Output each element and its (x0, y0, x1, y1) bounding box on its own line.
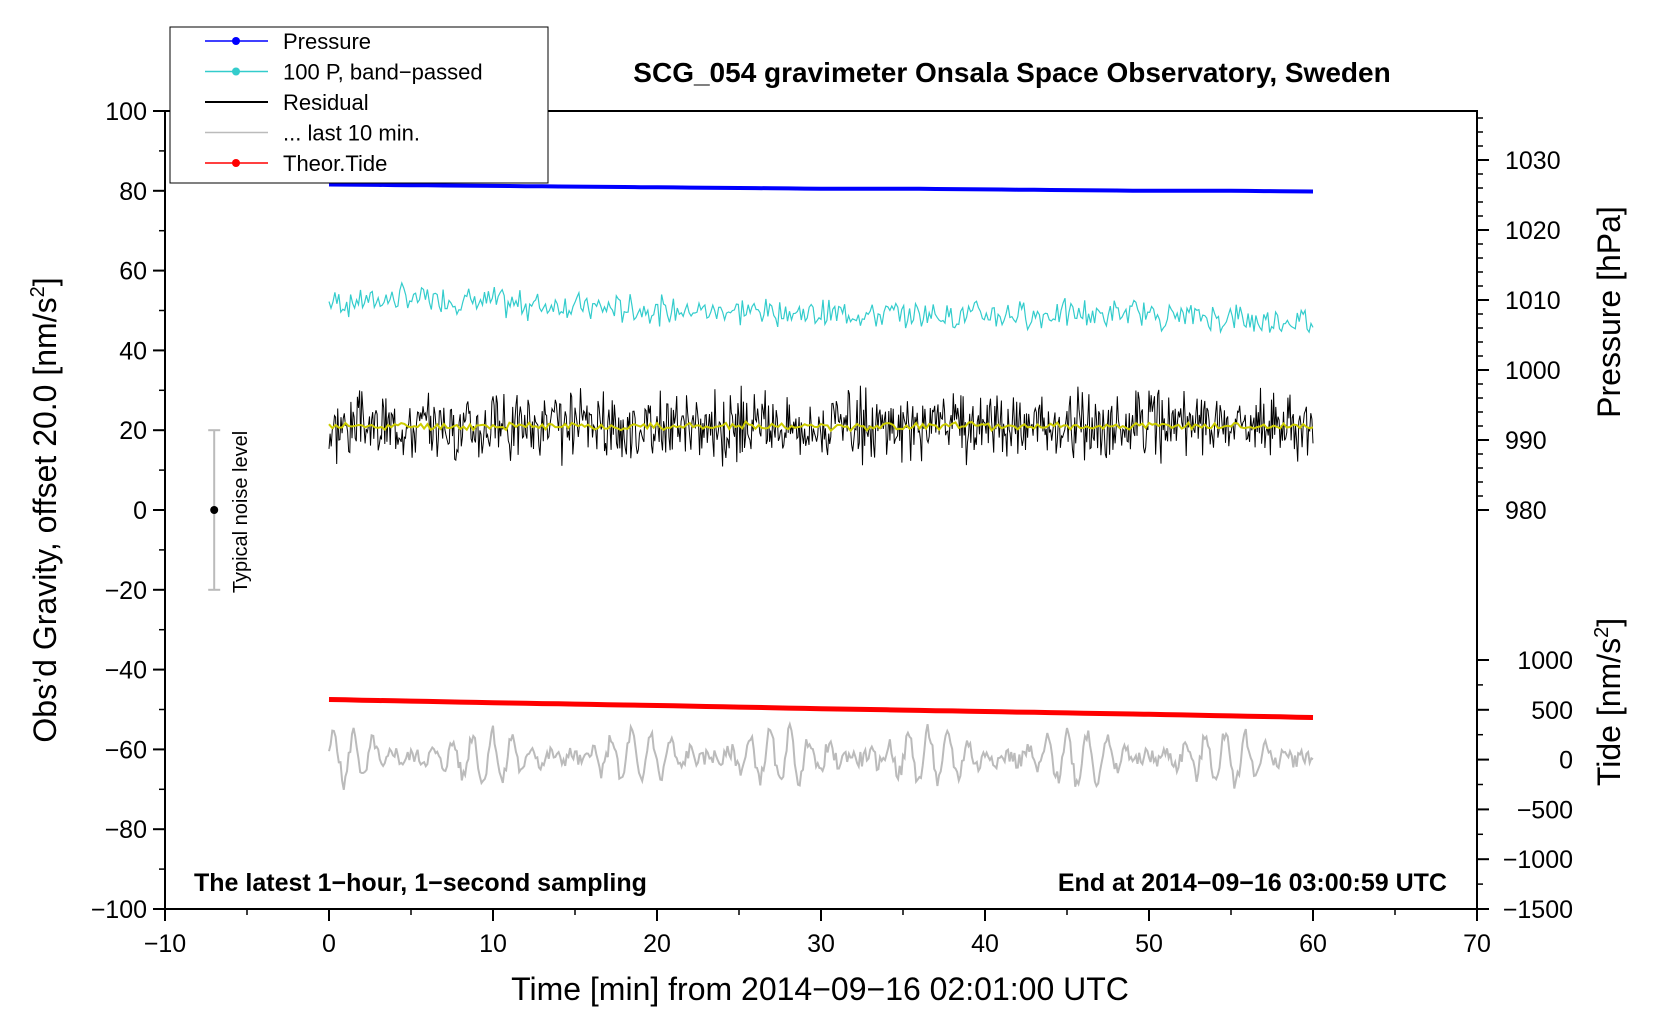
x-tick-label: 10 (479, 930, 507, 958)
y-tick-label: 60 (119, 258, 147, 286)
series-line (328, 419, 1314, 433)
legend-box (169, 26, 549, 184)
chart-title: SCG_054 gravimeter Onsala Space Observat… (633, 57, 1390, 88)
noise-bar-center (210, 506, 219, 514)
x-tick-label: 50 (1135, 930, 1163, 958)
tide-tick-label: −1500 (1503, 896, 1573, 924)
legend-marker (232, 37, 240, 45)
legend-marker (232, 67, 240, 76)
tide-tick-label: 1000 (1517, 647, 1573, 675)
legend-label: Pressure (283, 29, 371, 54)
tide-tick-label: 0 (1559, 747, 1573, 775)
y-tick-label: 20 (119, 417, 147, 445)
y-tick-label: −40 (105, 657, 147, 685)
legend-marker (232, 159, 240, 167)
annotation-right: End at 2014−09−16 03:00:59 UTC (1058, 869, 1447, 897)
annotation-left: The latest 1−hour, 1−second sampling (194, 869, 647, 897)
noise-bar-label: Typical noise level (230, 431, 252, 593)
y-tick-label: 80 (119, 178, 147, 206)
tide-tick-label: 500 (1531, 697, 1573, 725)
series-line (328, 720, 1314, 790)
pressure-tick-label: 1000 (1505, 357, 1561, 385)
pressure-tick-label: 1020 (1505, 217, 1561, 245)
y-tick-label: 100 (105, 98, 147, 126)
x-tick-label: 60 (1299, 930, 1327, 958)
y-axis-title: Obs’d Gravity, offset 20.0 [nm/s2] (27, 277, 63, 742)
pressure-tick-label: 980 (1505, 497, 1547, 525)
plot-frame (164, 110, 1478, 910)
legend-label: Theor.Tide (283, 151, 387, 176)
y-axis-gravity: −100 −80 −60 −40 −20 0 20 40 60 80 100 (91, 98, 165, 924)
series-layer (328, 182, 1314, 790)
tide-axis-title: Tide [nm/s2] (1591, 618, 1627, 786)
legend: Pressure 100 P, band−passed Residual ... la… (169, 26, 549, 184)
y-tick-label: −60 (105, 736, 147, 764)
x-tick-label: −10 (144, 930, 186, 958)
x-tick-label: 70 (1463, 930, 1491, 958)
x-axis-title: Time [min] from 2014−09−16 02:01:00 UTC (511, 971, 1129, 1007)
y-tick-label: 40 (119, 337, 147, 365)
series-line (328, 182, 1314, 194)
pressure-tick-label: 1010 (1505, 287, 1561, 315)
y-tick-label: −80 (105, 816, 147, 844)
tide-tick-label: −1000 (1503, 846, 1573, 874)
legend-label: ... last 10 min. (283, 121, 420, 146)
legend-label: 100 P, band−passed (283, 60, 483, 85)
noise-bar: Typical noise level (208, 429, 252, 593)
tide-tick-label: −500 (1517, 796, 1573, 824)
y-tick-label: −20 (105, 577, 147, 605)
x-tick-label: 0 (322, 930, 336, 958)
y-tick-label: 0 (133, 497, 147, 525)
x-tick-label: 30 (807, 930, 835, 958)
series-line (328, 385, 1314, 467)
y-axis-pressure: 980 990 1000 1010 1020 1030 (1477, 117, 1561, 525)
pressure-tick-label: 1030 (1505, 147, 1561, 175)
y-axis-tide: −1500 −1000 −500 0 500 1000 (1477, 647, 1573, 924)
series-line (328, 697, 1314, 720)
y-tick-label: −100 (91, 896, 147, 924)
x-axis: −10 0 10 20 30 40 50 60 70 (144, 909, 1491, 958)
pressure-axis-title: Pressure [hPa] (1591, 206, 1627, 418)
x-tick-label: 40 (971, 930, 999, 958)
legend-label: Residual (283, 90, 369, 115)
pressure-tick-label: 990 (1505, 427, 1547, 455)
x-tick-label: 20 (643, 930, 671, 958)
series-line (328, 281, 1314, 335)
